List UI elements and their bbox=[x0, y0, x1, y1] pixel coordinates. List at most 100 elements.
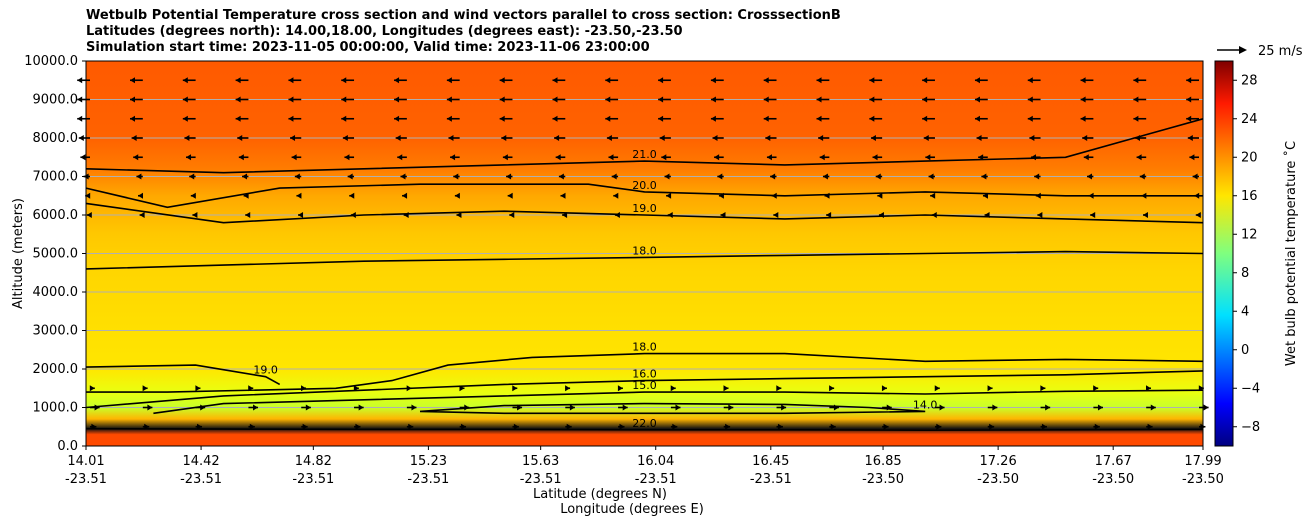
x-axis-label-lat: Latitude (degrees N) bbox=[533, 487, 667, 502]
wind-arrow-head bbox=[142, 385, 148, 392]
wind-arrow bbox=[86, 212, 92, 218]
wind-arrow bbox=[1133, 96, 1147, 103]
wind-arrow bbox=[242, 173, 249, 180]
wind-arrow bbox=[139, 212, 145, 218]
wind-arrow bbox=[816, 96, 830, 103]
contour-line bbox=[85, 427, 1204, 432]
wind-arrow-head bbox=[512, 385, 518, 392]
wind-arrow bbox=[776, 404, 787, 411]
wind-arrow bbox=[717, 173, 724, 180]
wind-arrow-head bbox=[1041, 423, 1047, 430]
wind-arrow bbox=[1146, 423, 1153, 430]
wind-arrow bbox=[394, 115, 407, 122]
contour-line bbox=[85, 118, 1204, 174]
wind-arrow-head bbox=[765, 135, 771, 141]
wind-arrow bbox=[869, 77, 883, 84]
wind-arrow-head bbox=[342, 135, 348, 141]
wind-arrow bbox=[1080, 77, 1094, 84]
wind-arrow-head bbox=[290, 135, 296, 141]
wind-arrow bbox=[1029, 135, 1041, 141]
wind-arrow-head bbox=[869, 77, 875, 84]
wind-arrow-head bbox=[552, 115, 558, 122]
wind-arrow bbox=[658, 77, 671, 84]
wind-arrow bbox=[770, 173, 777, 180]
wind-arrow-head bbox=[131, 135, 137, 141]
wind-arrow bbox=[298, 212, 304, 218]
wind-arrow bbox=[182, 96, 196, 103]
wind-arrow-head bbox=[1203, 404, 1209, 411]
wind-arrow bbox=[611, 173, 619, 180]
wind-arrow-head bbox=[712, 135, 718, 141]
wind-arrow-head bbox=[182, 115, 188, 122]
y-tick-label: 4000.0 bbox=[33, 285, 79, 300]
wind-arrow-head bbox=[1093, 385, 1099, 392]
wind-arrow-head bbox=[666, 192, 672, 199]
x-tick-label-lon: -23.50 bbox=[862, 472, 904, 487]
wind-arrow bbox=[974, 115, 988, 122]
wind-arrow-head bbox=[182, 77, 188, 84]
wind-arrow-head bbox=[78, 135, 84, 141]
wind-arrow bbox=[925, 154, 935, 161]
wind-arrow bbox=[182, 77, 196, 84]
wind-arrow bbox=[723, 404, 734, 411]
wind-arrow-head bbox=[766, 154, 772, 161]
wind-arrow-head bbox=[133, 154, 139, 161]
wind-arrow-head bbox=[1090, 212, 1096, 218]
wind-arrow-head bbox=[818, 135, 824, 141]
wind-arrow-head bbox=[872, 154, 878, 161]
wind-arrow bbox=[235, 96, 249, 103]
wind-arrow bbox=[710, 115, 724, 122]
wind-arrow-head bbox=[560, 192, 566, 199]
wind-arrow-head bbox=[507, 192, 513, 199]
wind-arrow bbox=[394, 96, 407, 103]
wind-arrow bbox=[766, 154, 777, 161]
wind-arrow bbox=[288, 115, 302, 122]
wind-key-head bbox=[1239, 46, 1247, 54]
wind-arrow-head bbox=[1027, 77, 1033, 84]
wind-arrow-head bbox=[672, 423, 678, 430]
y-tick-label: 5000.0 bbox=[33, 247, 79, 262]
wind-arrow-head bbox=[1086, 173, 1092, 180]
wind-arrow-head bbox=[235, 77, 241, 84]
wind-arrow-head bbox=[344, 154, 350, 161]
wind-arrow bbox=[710, 77, 724, 84]
wind-arrow-head bbox=[1094, 423, 1100, 430]
wind-arrow bbox=[456, 212, 462, 218]
wind-arrow-head bbox=[725, 423, 731, 430]
x-tick-label-lon: -23.51 bbox=[292, 472, 334, 487]
wind-arrow-head bbox=[992, 404, 998, 411]
wind-arrow bbox=[1093, 423, 1100, 430]
wind-arrow-head bbox=[147, 404, 153, 411]
wind-arrow-head bbox=[86, 212, 92, 218]
wind-arrow-head bbox=[355, 423, 361, 430]
wind-arrow bbox=[130, 115, 143, 122]
wind-arrow bbox=[301, 423, 308, 430]
wind-arrow-head bbox=[1083, 154, 1089, 161]
wind-arrow-head bbox=[395, 135, 401, 141]
wind-arrow-head bbox=[569, 404, 575, 411]
wind-arrow-head bbox=[922, 115, 928, 122]
wind-arrow-head bbox=[978, 154, 984, 161]
wind-arrow bbox=[344, 154, 355, 161]
wind-arrow bbox=[248, 404, 259, 411]
contour-label: 19.0 bbox=[632, 202, 657, 215]
wind-arrow-head bbox=[658, 96, 664, 103]
wind-arrow-head bbox=[763, 77, 769, 84]
wind-arrow-head bbox=[411, 404, 417, 411]
wind-arrow-head bbox=[773, 212, 779, 218]
wind-arrow-head bbox=[869, 96, 875, 103]
wind-arrow-head bbox=[664, 173, 670, 180]
wind-arrow-head bbox=[989, 423, 995, 430]
wind-arrow bbox=[353, 385, 359, 392]
wind-arrow bbox=[1080, 96, 1094, 103]
wind-arrow bbox=[448, 135, 460, 141]
wind-arrow bbox=[238, 154, 249, 161]
wind-arrow-head bbox=[253, 404, 259, 411]
wind-arrow-head bbox=[1147, 423, 1153, 430]
wind-arrow bbox=[723, 423, 731, 430]
wind-arrow bbox=[406, 404, 417, 411]
wind-arrow bbox=[1027, 115, 1041, 122]
wind-arrow bbox=[605, 96, 619, 103]
wind-arrow-head bbox=[1142, 212, 1148, 218]
